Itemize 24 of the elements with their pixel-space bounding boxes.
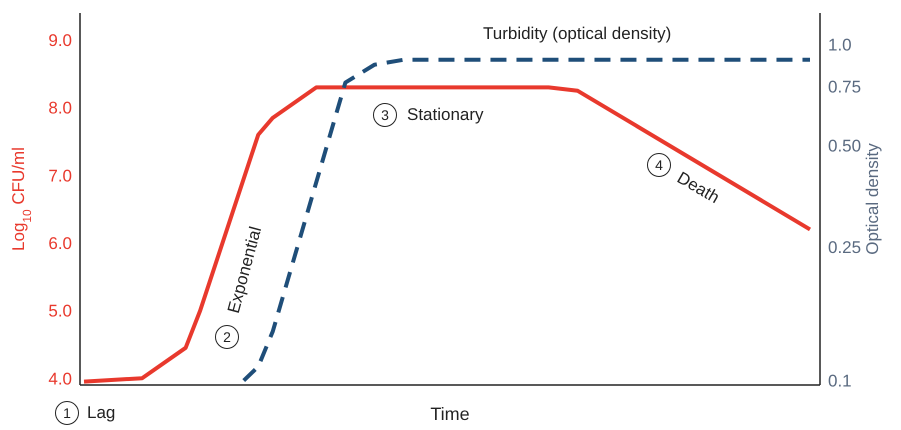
y2-tick-label: 1.0 xyxy=(828,35,852,54)
circle-outline: 4 xyxy=(647,153,671,177)
y2-tick-label: 0.25 xyxy=(828,238,862,257)
y-tick-label: 6.0 xyxy=(48,234,72,253)
circle-outline: 2 xyxy=(215,325,239,349)
y2-tick-label: 0.50 xyxy=(828,136,862,156)
y2-tick-label: 0.75 xyxy=(828,77,862,96)
y-tick-label: 9.0 xyxy=(48,31,72,50)
y-tick-label: 8.0 xyxy=(48,98,72,118)
circle-outline: 3 xyxy=(373,103,397,127)
text: Lag xyxy=(87,403,116,423)
annotation: 3 xyxy=(381,107,389,123)
line-series xyxy=(82,85,812,384)
annotation: 2 xyxy=(223,329,231,345)
series-label: Turbidity (optical density) xyxy=(483,24,672,44)
y-tick-label: 4.0 xyxy=(48,369,72,388)
y-tick-label: 5.0 xyxy=(48,302,72,321)
y2-tick-label: 0.1 xyxy=(828,372,852,391)
annotation: 4 xyxy=(655,157,663,173)
y2-axis-title: Optical density xyxy=(863,142,882,255)
annotation: Stationary xyxy=(407,105,484,125)
x-axis-title: Time xyxy=(430,404,470,424)
y-tick-label: 7.0 xyxy=(48,166,72,186)
circle-outline: 1 xyxy=(55,401,79,425)
